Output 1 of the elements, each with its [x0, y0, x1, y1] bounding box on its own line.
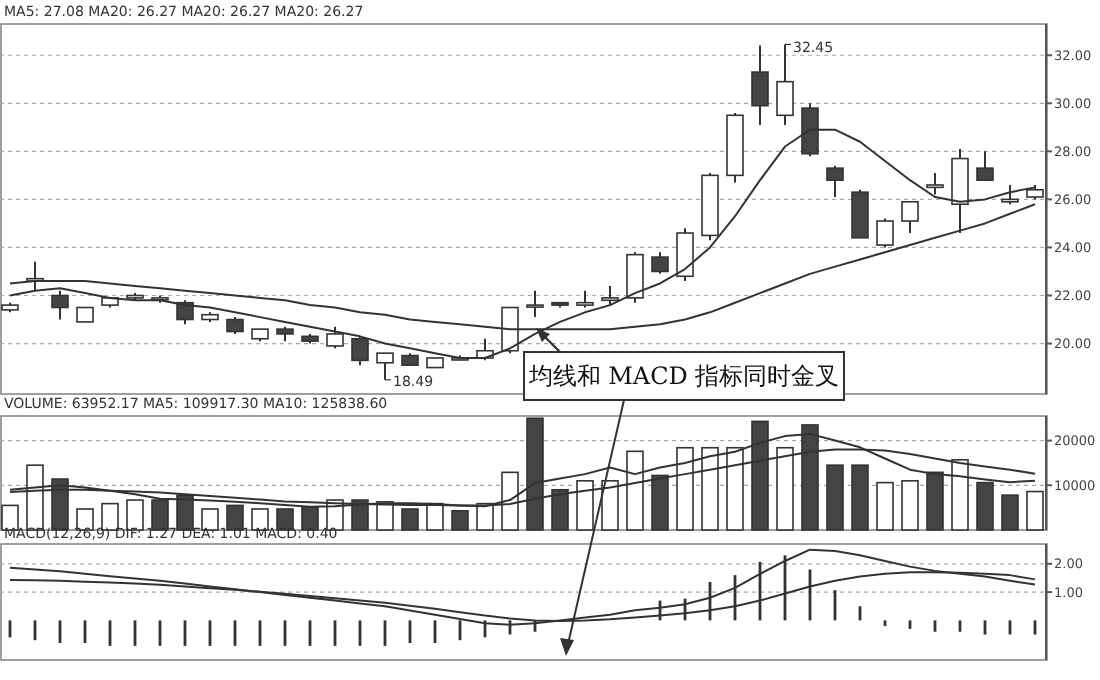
annotation: 均线和 MACD 指标同时金叉	[526, 362, 840, 391]
